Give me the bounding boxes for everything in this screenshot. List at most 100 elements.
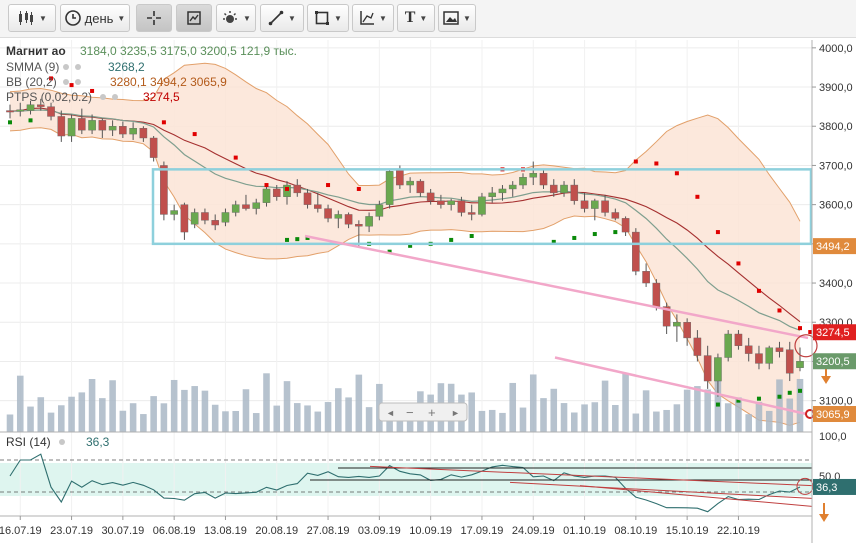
sar-dot [736, 398, 741, 403]
candle-body [324, 208, 332, 219]
period-button[interactable]: день ▼ [60, 4, 130, 32]
candle-body [262, 188, 271, 203]
sar-dot [90, 88, 95, 93]
image-tool-button[interactable]: ▼ [438, 4, 476, 32]
bb-upper-tag: 3494,2 [816, 241, 850, 253]
eye-icon[interactable] [63, 79, 69, 85]
volume-bar [355, 374, 363, 432]
clock-icon [64, 10, 81, 26]
volume-bar [222, 411, 229, 432]
candles [6, 98, 804, 397]
sar-dot [295, 237, 300, 242]
candle-body [519, 176, 527, 186]
candle-body [642, 271, 650, 284]
chart-navigation[interactable]: ◄ − + ► [378, 402, 468, 422]
candle-body [119, 126, 127, 135]
x-tick-label: 24.09.19 [512, 525, 555, 537]
volume-bar [663, 409, 670, 432]
candle-body [498, 188, 507, 194]
sar-dot [633, 159, 638, 164]
candlestick-icon [17, 11, 35, 25]
text-tool-button[interactable]: T ▼ [397, 4, 435, 32]
nav-right-button[interactable]: ► [451, 408, 460, 418]
nav-left-button[interactable]: ◄ [386, 408, 395, 418]
chart-type-button[interactable]: ▼ [8, 4, 56, 32]
gear-icon[interactable] [59, 439, 65, 445]
rsi-label[interactable]: RSI (14) [6, 435, 51, 449]
trend-line [554, 356, 809, 416]
candle-body [693, 337, 702, 356]
volume-bar [273, 405, 281, 432]
shape-tool-button[interactable]: ▼ [307, 4, 349, 32]
candle-body [36, 104, 45, 107]
gear-icon[interactable] [112, 94, 118, 100]
indicators-icon [186, 10, 202, 26]
ptps-label[interactable]: PTPS (0,02,0.2) [6, 90, 92, 104]
sar-dot [233, 155, 238, 160]
nav-zoom-in-button[interactable]: + [428, 405, 436, 420]
candle-body [549, 184, 558, 194]
chart-area[interactable]: 100,0 50,0 4000,0 3900,0 3800,0 3700,0 3600,0… [0, 40, 856, 543]
indicator-lines [9, 107, 801, 331]
candle-body [303, 192, 312, 205]
bb-label[interactable]: BB (20,2) [6, 75, 57, 89]
y-tick-label: 3600,0 [819, 200, 853, 212]
gear-icon[interactable] [75, 64, 81, 70]
volume-bar [16, 375, 24, 432]
sar-dot [387, 249, 392, 254]
volume-bar [170, 379, 178, 432]
candle-body [508, 184, 517, 190]
chart-svg[interactable]: 100,050,0 4000,03900,03800,03700,03600,0… [0, 40, 856, 543]
candle-body [190, 212, 199, 225]
smma-label[interactable]: SMMA (9) [6, 60, 59, 74]
candle-body [683, 322, 691, 339]
sar-dot [808, 330, 813, 335]
x-tick-label: 10.09.19 [409, 525, 452, 537]
sar-dot [777, 308, 782, 313]
sar-dot [798, 388, 802, 393]
line-tool-button[interactable]: ▼ [260, 4, 304, 32]
settings-button[interactable]: ▼ [216, 4, 256, 32]
volume-bar [211, 404, 219, 432]
ptps-value: 3274,5 [143, 90, 180, 104]
fib-tool-button[interactable]: ▼ [352, 4, 394, 32]
ptps-tag: 3274,5 [816, 327, 850, 339]
sar-dot [551, 239, 556, 244]
highlight-dot [805, 408, 815, 419]
ohlc-values: 3184,0 3235,5 3175,0 3200,5 121,9 тыс. [80, 44, 297, 58]
volume-bar [129, 403, 137, 432]
volume-bar [68, 396, 75, 432]
eye-icon[interactable] [63, 64, 69, 70]
candle-body [108, 126, 117, 131]
volume-bar [724, 403, 732, 432]
volume-bar [58, 405, 65, 432]
highlight-circle [794, 334, 818, 358]
volume-bar [242, 389, 250, 432]
nav-zoom-out-button[interactable]: − [406, 405, 414, 420]
candle-body [416, 180, 425, 194]
x-tick-label: 06.08.19 [153, 525, 196, 537]
bb-upper-tag-bg [813, 238, 856, 255]
gear-icon[interactable] [75, 79, 81, 85]
indicator-settings-icons[interactable] [59, 64, 118, 445]
sar-dot [49, 76, 54, 81]
bb-middle-line [9, 107, 801, 323]
chevron-down-icon: ▼ [117, 13, 126, 23]
eye-icon[interactable] [100, 94, 106, 100]
x-tick-label: 15.10.19 [666, 525, 709, 537]
indicators-button[interactable] [176, 4, 212, 32]
y-tick-label: 3900,0 [819, 82, 853, 94]
candle-body [457, 200, 466, 213]
volume-bar [755, 401, 763, 432]
sar-dot [449, 237, 454, 242]
sar-dot [285, 186, 290, 191]
rsi-trend-line [579, 485, 813, 507]
volume-bar [6, 414, 14, 432]
candle-body [580, 200, 589, 209]
sar-dot [408, 243, 413, 248]
user-drawings[interactable] [151, 168, 831, 522]
range-rectangle [151, 168, 813, 246]
sar-dot [715, 402, 720, 407]
crosshair-button[interactable] [136, 4, 172, 32]
y-tick-label: 3100,0 [819, 396, 853, 408]
